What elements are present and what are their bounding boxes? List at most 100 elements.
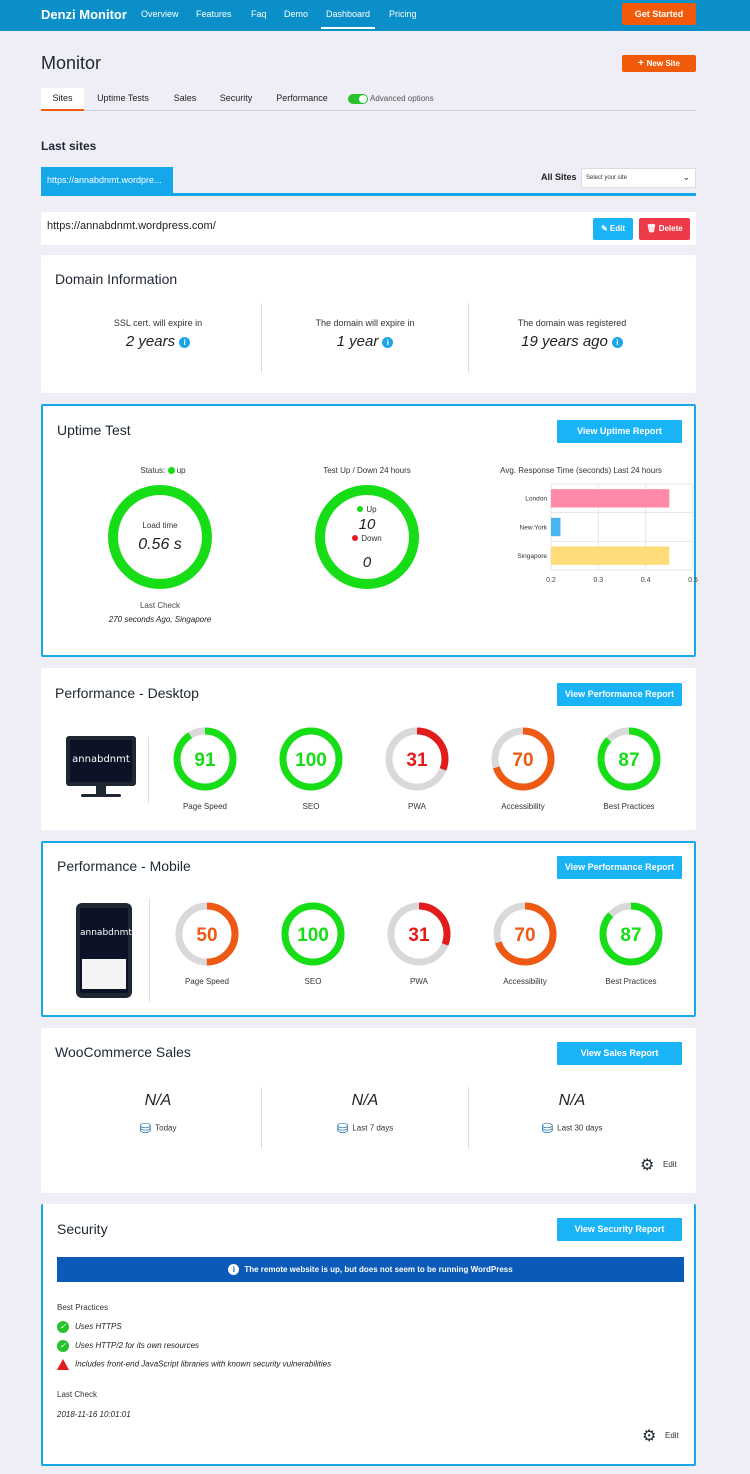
mobile-screenshot: annabdnmt bbox=[76, 903, 132, 998]
info-icon: i bbox=[228, 1264, 240, 1275]
tab-uptime-tests[interactable]: Uptime Tests bbox=[97, 93, 149, 103]
nav-faq[interactable]: Faq bbox=[251, 9, 267, 19]
info-icon[interactable]: i bbox=[611, 336, 623, 348]
coins-icon: ⛁ bbox=[541, 1120, 558, 1136]
performance-desktop-title: Performance - Desktop bbox=[55, 685, 199, 701]
mobile-preview-logo: annabdnmt bbox=[80, 928, 132, 938]
view-security-report-button[interactable]: View Security Report bbox=[557, 1218, 682, 1241]
performance-mobile-title: Performance - Mobile bbox=[57, 858, 191, 874]
sales-30-days-value: N/A bbox=[558, 1092, 586, 1109]
sales-30-days-label: Last 30 days bbox=[557, 1123, 603, 1133]
tab-bar: Sites Uptime Tests Sales Security Perfor… bbox=[41, 88, 696, 111]
score-label: SEO bbox=[302, 802, 320, 811]
score-label: SEO bbox=[304, 977, 322, 986]
check-circle-icon: ✓ bbox=[57, 1340, 69, 1352]
new-site-button[interactable]: + New Site bbox=[622, 55, 696, 72]
score-value: 50 bbox=[196, 925, 217, 946]
site-select[interactable]: Select your site ⌄ bbox=[581, 168, 696, 188]
info-icon[interactable]: i bbox=[382, 336, 394, 348]
y-category-label: New York bbox=[520, 524, 548, 531]
score-gauge-page-speed: 91 bbox=[173, 727, 237, 791]
status-line: Status: up bbox=[113, 466, 213, 475]
score-value: 87 bbox=[618, 750, 639, 771]
site-url-card: https://annabdnmt.wordpress.com/ ✎ Edit … bbox=[41, 212, 696, 245]
security-item-text: Uses HTTP/2 for its own resources bbox=[75, 1341, 200, 1351]
security-item-text: Uses HTTPS bbox=[75, 1322, 122, 1332]
uptime-test-card: Uptime Test View Uptime Report Status: u… bbox=[41, 404, 698, 657]
site-select-value: Select your site bbox=[586, 175, 628, 181]
tab-security[interactable]: Security bbox=[219, 93, 253, 103]
score-gauge-best-practices: 87 bbox=[597, 727, 661, 791]
trash-icon: 🗑 bbox=[646, 224, 659, 233]
domain-registered-label: The domain was registered bbox=[517, 318, 627, 328]
security-last-check-value: 2018-11-16 10:01:01 bbox=[57, 1410, 131, 1419]
up-dot bbox=[357, 506, 364, 512]
load-time-gauge bbox=[108, 485, 212, 589]
view-sales-report-button[interactable]: View Sales Report bbox=[557, 1042, 682, 1065]
coins-icon: ⛁ bbox=[336, 1120, 353, 1136]
tab-sales[interactable]: Sales bbox=[173, 93, 197, 103]
score-label: Accessibility bbox=[503, 977, 547, 986]
ssl-expiry-label: SSL cert. will expire in bbox=[113, 318, 203, 328]
divider bbox=[261, 1087, 262, 1149]
nav-dashboard[interactable]: Dashboard bbox=[321, 9, 376, 29]
info-icon[interactable]: i bbox=[179, 336, 191, 348]
warning-icon bbox=[57, 1359, 69, 1370]
view-uptime-report-button[interactable]: View Uptime Report bbox=[557, 420, 682, 443]
tab-sites[interactable]: Sites bbox=[41, 88, 84, 111]
last-check-value: 270 seconds Ago, Singapore bbox=[108, 615, 212, 624]
score-value: 70 bbox=[514, 925, 535, 946]
load-time-value: 0.56 s bbox=[138, 536, 182, 553]
domain-info-title: Domain Information bbox=[55, 271, 178, 287]
score-arc bbox=[493, 902, 557, 966]
top-navbar: Denzi Monitor Overview Features Faq Demo… bbox=[0, 0, 750, 31]
score-arc bbox=[387, 902, 451, 966]
score-gauge-accessibility: 70 bbox=[493, 902, 557, 966]
score-label: Best Practices bbox=[605, 977, 657, 986]
edit-site-button[interactable]: ✎ Edit bbox=[593, 218, 633, 240]
up-legend: Up bbox=[317, 505, 417, 514]
get-started-button[interactable]: Get Started bbox=[622, 3, 696, 25]
brand-logo[interactable]: Denzi Monitor bbox=[41, 7, 127, 22]
score-arc bbox=[597, 727, 661, 791]
load-time-label: Load time bbox=[142, 521, 178, 530]
monitor-base bbox=[81, 794, 121, 797]
all-sites-label: All Sites bbox=[541, 172, 577, 182]
view-performance-report-button[interactable]: View Performance Report bbox=[557, 856, 682, 879]
score-label: Page Speed bbox=[182, 802, 228, 811]
advanced-options-toggle[interactable] bbox=[348, 94, 368, 104]
bar-new-york bbox=[551, 517, 561, 537]
score-gauge-page-speed: 50 bbox=[175, 902, 239, 966]
tab-performance[interactable]: Performance bbox=[276, 93, 328, 103]
nav-features[interactable]: Features bbox=[196, 9, 232, 19]
check-circle-icon: ✓ bbox=[57, 1321, 69, 1333]
score-gauge-pwa: 31 bbox=[385, 727, 449, 791]
security-card: Security View Security Report i The remot… bbox=[41, 1204, 696, 1466]
site-tab-underline bbox=[41, 193, 696, 196]
up-ring bbox=[315, 485, 419, 589]
delete-site-button[interactable]: 🗑 Delete bbox=[639, 218, 690, 240]
security-alert-banner: i The remote website is up, but does not … bbox=[57, 1257, 684, 1282]
last-sites-heading: Last sites bbox=[41, 139, 97, 153]
nav-demo[interactable]: Demo bbox=[284, 9, 309, 19]
security-edit-link[interactable]: Edit bbox=[665, 1431, 679, 1440]
score-label: Page Speed bbox=[184, 977, 230, 986]
gear-icon[interactable]: ⚙ bbox=[640, 1157, 655, 1174]
nav-pricing[interactable]: Pricing bbox=[389, 9, 417, 19]
site-tab[interactable]: https://annabdnmt.wordpre... bbox=[41, 167, 173, 194]
gear-icon[interactable]: ⚙ bbox=[642, 1428, 657, 1445]
security-title: Security bbox=[57, 1221, 108, 1237]
status-dot bbox=[167, 467, 175, 475]
score-arc bbox=[491, 727, 555, 791]
score-arc bbox=[173, 727, 237, 791]
domain-expiry-label: The domain will expire in bbox=[315, 318, 415, 328]
score-arc bbox=[281, 902, 345, 966]
score-arc bbox=[599, 902, 663, 966]
sales-edit-link[interactable]: Edit bbox=[663, 1160, 677, 1169]
view-performance-report-button[interactable]: View Performance Report bbox=[557, 683, 682, 706]
up-count: 10 bbox=[358, 516, 376, 533]
sales-7-days: N/A ⛁ Last 7 days bbox=[262, 1092, 468, 1137]
nav-overview[interactable]: Overview bbox=[141, 9, 179, 19]
domain-expiry-value: 1 year bbox=[336, 333, 379, 350]
score-label: PWA bbox=[410, 977, 428, 986]
